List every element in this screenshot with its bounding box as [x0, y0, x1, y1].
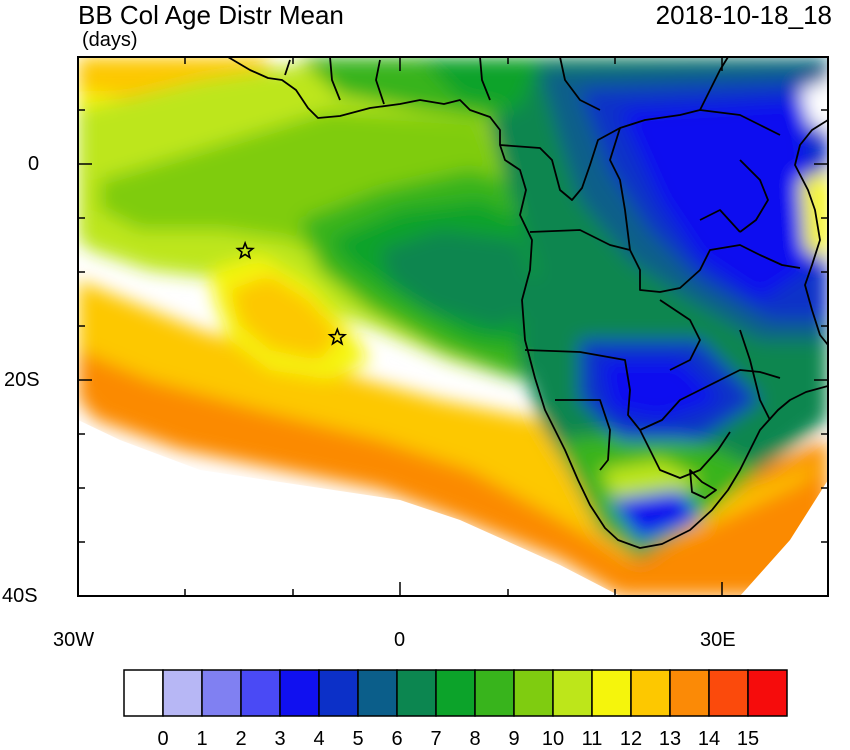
colorbar-box	[123, 669, 164, 717]
colorbar-box	[240, 669, 281, 717]
colorbar-box	[279, 669, 320, 717]
colorbar-box	[591, 669, 632, 717]
x-tick-label: 30E	[700, 629, 736, 651]
colorbar-box	[357, 669, 398, 717]
x-tick-label: 30W	[53, 629, 95, 651]
colorbar-box	[201, 669, 242, 717]
colorbar-box	[669, 669, 710, 717]
colorbar-label: 0	[157, 728, 169, 750]
colorbar-label: 11	[581, 728, 603, 750]
colorbar-box	[318, 669, 359, 717]
colorbar-box	[708, 669, 749, 717]
map-datetime: 2018-10-18_18	[655, 0, 832, 30]
colorbar-label: 6	[391, 728, 403, 750]
axis-ticks	[77, 57, 828, 597]
map-title: BB Col Age Distr Mean	[78, 0, 344, 30]
y-tick-label: 20S	[4, 369, 40, 391]
colorbar-box	[396, 669, 437, 717]
colorbar-box	[513, 669, 554, 717]
colorbar-label: 12	[619, 728, 643, 750]
colorbar-box	[552, 669, 593, 717]
colorbar-label: 2	[235, 728, 247, 750]
colorbar-label: 15	[736, 728, 760, 750]
station-markers	[235, 240, 348, 346]
star-marker	[235, 240, 255, 260]
colorbar-box	[435, 669, 476, 717]
colorbar-label: 3	[274, 728, 286, 750]
colorbar-label: 9	[508, 728, 520, 750]
y-tick-label: 40S	[2, 585, 38, 607]
coastlines	[227, 57, 828, 549]
colorbar-label: 7	[430, 728, 442, 750]
x-tick-label: 0	[394, 629, 406, 651]
colorbar-box	[630, 669, 671, 717]
colorbar-label: 5	[352, 728, 364, 750]
star-marker	[327, 327, 348, 346]
y-tick-label: 0	[28, 153, 40, 175]
colorbar-label: 8	[469, 728, 481, 750]
age-field	[78, 57, 828, 596]
colorbar-label: 1	[196, 728, 208, 750]
colorbar-label: 14	[697, 728, 721, 750]
colorbar-label: 10	[541, 728, 565, 750]
colorbar-box	[747, 669, 788, 717]
colorbar-box	[474, 669, 515, 717]
colorbar-label: 4	[313, 728, 325, 750]
map-units: (days)	[82, 29, 138, 51]
colorbar-box	[162, 669, 203, 717]
colorbar-label: 13	[658, 728, 682, 750]
